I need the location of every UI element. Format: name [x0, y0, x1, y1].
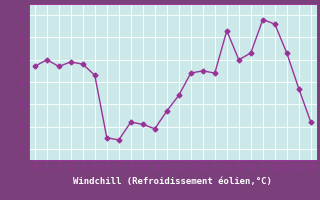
X-axis label: Windchill (Refroidissement éolien,°C): Windchill (Refroidissement éolien,°C) — [73, 177, 272, 186]
